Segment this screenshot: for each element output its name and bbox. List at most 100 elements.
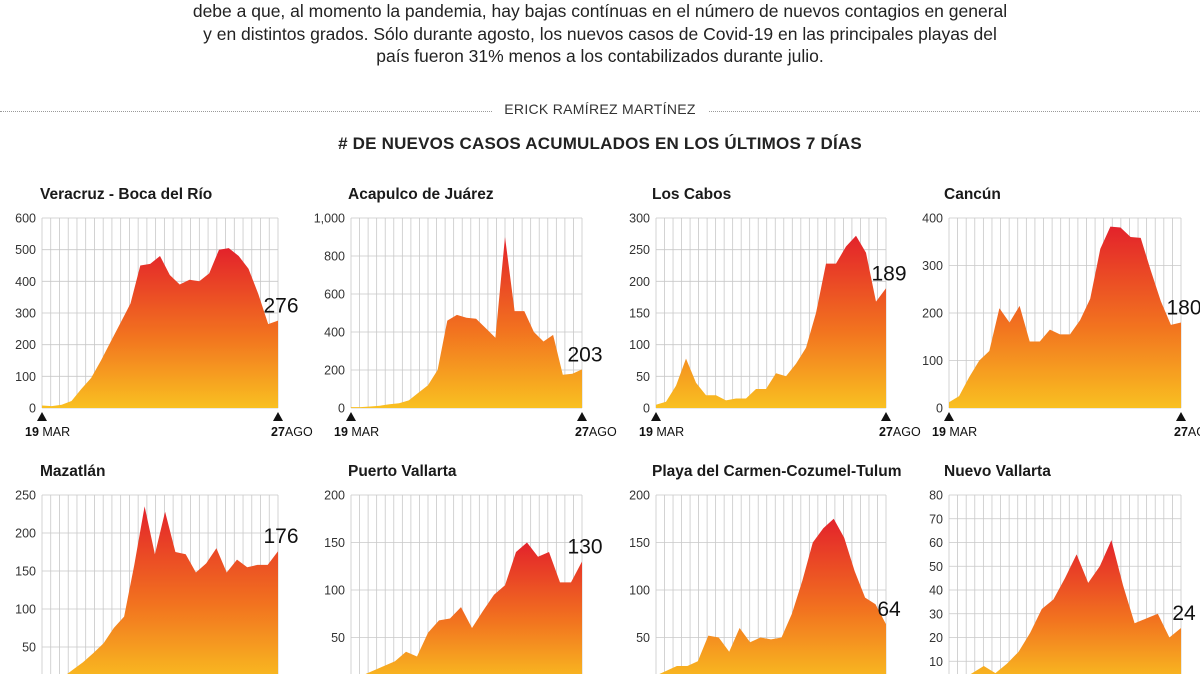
y-tick-label: 300 [922,259,943,273]
y-tick-label: 800 [324,250,345,264]
y-tick-label: 150 [629,536,650,550]
start-marker-icon [346,412,356,421]
last-value-label: 176 [263,525,298,548]
x-end-day: 27 [575,425,589,439]
x-start-label: 19 MAR [334,425,379,439]
area-series [42,248,278,408]
x-end-month: AGO [1188,425,1200,439]
y-tick-label: 50 [636,370,650,384]
chart-title: Acapulco de Juárez [348,186,494,203]
y-tick-label: 70 [929,512,943,526]
y-tick-label: 300 [629,212,650,226]
x-start-day: 19 [25,425,42,439]
x-end-label: 27AGO [1174,425,1200,439]
y-tick-label: 200 [15,338,36,352]
chart-panel: Nuevo Vallarta 10 20 30 40 50 60 70 80 24 [929,463,1196,674]
last-value-label: 180 [1166,297,1200,320]
y-tick-label: 50 [636,631,650,645]
y-tick-label: 0 [29,402,36,416]
chart-title: Cancún [944,186,1001,203]
y-tick-label: 200 [324,489,345,503]
last-value-label: 276 [263,295,298,318]
end-marker-icon [273,412,283,421]
y-tick-label: 50 [22,641,36,655]
y-tick-label: 50 [929,560,943,574]
y-tick-label: 400 [324,326,345,340]
area-series [351,237,582,408]
y-tick-label: 100 [15,603,36,617]
y-tick-label: 100 [922,354,943,368]
area-series [949,226,1181,408]
y-tick-label: 500 [15,243,36,257]
chart-panel: Playa del Carmen-Cozumel-Tulum 50 100 150 20… [629,463,901,674]
area-series [365,542,582,674]
end-marker-icon [881,412,891,421]
y-tick-label: 200 [324,364,345,378]
y-tick-label: 0 [936,402,943,416]
author-name: ERICK RAMÍREZ MARTÍNEZ [492,101,708,117]
last-value-label: 189 [871,262,906,285]
area-series [656,235,886,408]
y-tick-label: 600 [15,212,36,226]
chart-title: Mazatlán [40,463,105,480]
chart-panel: Acapulco de Juárez 0 200 400 600 800 1,000 203 1… [314,186,617,439]
end-marker-icon [1176,412,1186,421]
chart-panel: Mazatlán 50 100 150 200 250 176 [15,463,299,674]
x-start-month: MAR [949,425,977,439]
x-start-label: 19 MAR [25,425,70,439]
chart-panel: Los Cabos 0 50 100 150 200 250 300 189 19 MAR 27AG… [629,186,921,439]
x-end-month: AGO [893,425,921,439]
x-start-month: MAR [42,425,70,439]
y-tick-label: 250 [629,243,650,257]
x-start-label: 19 MAR [639,425,684,439]
chart-panel: Veracruz - Boca del Río 0 100 200 300 400 500 6… [15,186,313,439]
y-tick-label: 100 [629,338,650,352]
area-series [659,518,886,674]
last-value-label: 64 [877,598,901,621]
y-tick-label: 250 [15,489,36,503]
y-tick-label: 300 [15,307,36,321]
intro-line: país fueron 31% menos a los contabilizad… [376,46,824,66]
x-end-label: 27AGO [271,425,313,439]
chart-title: Puerto Vallarta [348,463,457,480]
x-start-month: MAR [656,425,684,439]
y-tick-label: 30 [929,607,943,621]
x-start-label: 19 MAR [932,425,977,439]
last-value-label: 24 [1172,602,1196,625]
start-marker-icon [37,412,47,421]
x-end-day: 27 [1174,425,1188,439]
intro-text: debe a que, al momento la pandemia, hay … [0,0,1200,68]
area-series [970,540,1181,674]
chart-title: Los Cabos [652,186,731,203]
x-start-month: MAR [351,425,379,439]
y-tick-label: 0 [338,402,345,416]
x-end-label: 27AGO [575,425,617,439]
y-tick-label: 1,000 [314,212,345,226]
byline: ERICK RAMÍREZ MARTÍNEZ [0,101,1200,119]
y-tick-label: 100 [15,370,36,384]
y-tick-label: 100 [629,584,650,598]
y-tick-label: 200 [629,489,650,503]
start-marker-icon [944,412,954,421]
y-tick-label: 400 [15,275,36,289]
x-start-day: 19 [334,425,351,439]
area-series [67,506,278,674]
intro-line: y en distintos grados. Sólo durante agos… [203,23,997,44]
y-tick-label: 400 [922,212,943,226]
y-tick-label: 600 [324,288,345,302]
x-end-label: 27AGO [879,425,921,439]
last-value-label: 130 [567,536,602,559]
end-marker-icon [577,412,587,421]
start-marker-icon [651,412,661,421]
chart-title: Nuevo Vallarta [944,463,1051,480]
y-tick-label: 150 [324,536,345,550]
y-tick-label: 80 [929,489,943,503]
chart-panel: Puerto Vallarta 50 100 150 200 130 [324,463,603,674]
chart-panel: Cancún 0 100 200 300 400 180 19 MAR 27AGO [922,186,1200,439]
y-tick-label: 10 [929,655,943,669]
chart-title: Veracruz - Boca del Río [40,186,212,203]
y-tick-label: 100 [324,584,345,598]
last-value-label: 203 [567,343,602,366]
x-end-month: AGO [589,425,617,439]
